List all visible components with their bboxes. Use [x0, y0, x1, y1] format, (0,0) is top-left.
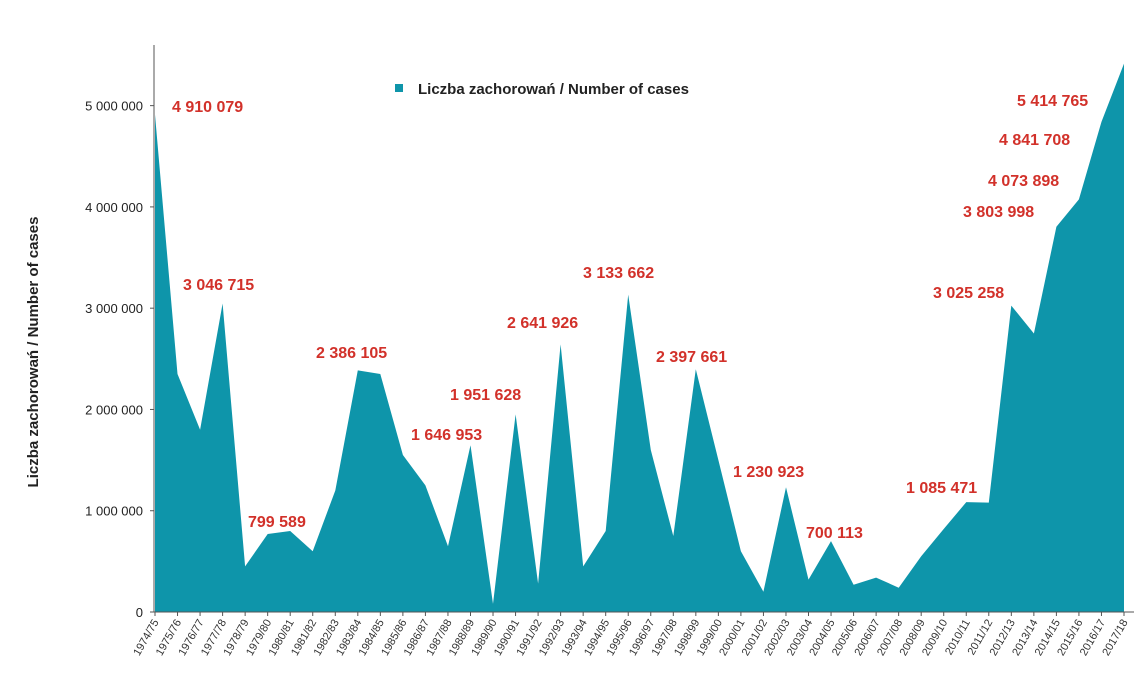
data-label: 3 025 258: [933, 285, 1004, 302]
y-axis-title: Liczba zachorowań / Number of cases: [25, 217, 42, 488]
series-area: [155, 63, 1124, 613]
data-label: 1 230 923: [733, 464, 804, 481]
y-tick-label: 4 000 000: [85, 200, 143, 215]
y-tick-label: 3 000 000: [85, 301, 143, 316]
data-label: 1 085 471: [906, 480, 977, 497]
data-label: 2 397 661: [656, 349, 727, 366]
data-label: 799 589: [248, 514, 306, 531]
plot-area: [154, 63, 1125, 613]
y-tick-label: 0: [136, 605, 143, 620]
data-label: 3 133 662: [583, 265, 654, 282]
legend-label: Liczba zachorowań / Number of cases: [418, 81, 689, 98]
data-label: 2 641 926: [507, 315, 578, 332]
data-label: 5 414 765: [1017, 93, 1088, 110]
y-tick-label: 1 000 000: [85, 504, 143, 519]
data-label: 3 046 715: [183, 277, 254, 294]
y-tick-label: 2 000 000: [85, 402, 143, 417]
data-label: 4 073 898: [988, 173, 1059, 190]
data-label: 700 113: [806, 525, 863, 542]
data-label: 2 386 105: [316, 345, 387, 362]
y-tick-label: 5 000 000: [85, 99, 143, 114]
data-label: 4 910 079: [172, 99, 243, 116]
legend-swatch: [395, 84, 403, 92]
legend: Liczba zachorowań / Number of cases: [395, 81, 689, 98]
data-label: 1 646 953: [411, 427, 482, 444]
data-label: 4 841 708: [999, 132, 1070, 149]
data-labels: 4 910 079 3 046 715 799 589 2 386 105 1 646 …: [172, 93, 1088, 542]
data-label: 3 803 998: [963, 204, 1034, 221]
data-label: 1 951 628: [450, 387, 521, 404]
